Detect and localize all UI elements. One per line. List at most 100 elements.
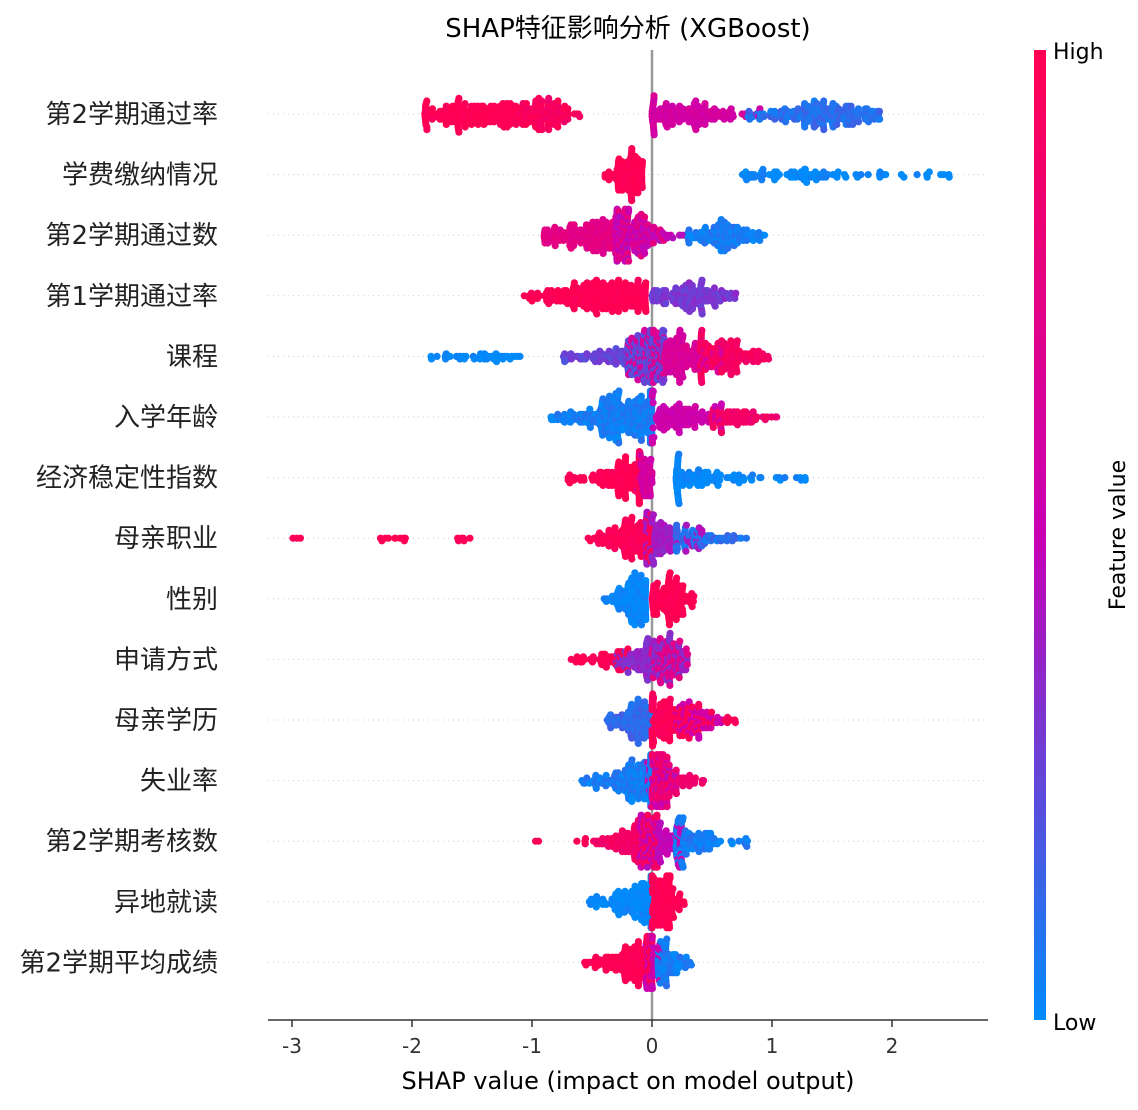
shap-point	[760, 231, 769, 239]
shap-point	[296, 534, 304, 542]
shap-point	[748, 471, 757, 479]
shap-point	[462, 352, 470, 360]
shap-point	[649, 239, 658, 247]
feature-row: 失业率	[140, 751, 988, 811]
shap-point	[685, 226, 693, 234]
shap-point	[642, 616, 650, 624]
shap-point	[698, 326, 706, 334]
shap-point	[641, 249, 649, 257]
feature-label: 性别	[166, 585, 218, 615]
shap-point	[650, 433, 658, 441]
shap-point	[622, 453, 630, 461]
shap-point	[625, 257, 633, 265]
shap-point	[668, 102, 676, 110]
shap-point	[564, 115, 572, 123]
shap-point	[682, 547, 690, 555]
feature-label: 申请方式	[114, 645, 218, 675]
shap-point	[756, 105, 764, 113]
shap-point	[423, 126, 431, 134]
shap-point	[662, 300, 670, 308]
shap-point	[624, 668, 632, 677]
shap-point	[583, 279, 591, 287]
shap-point	[716, 471, 725, 479]
shap-point	[650, 223, 658, 231]
shap-point	[781, 474, 789, 482]
shap-point	[740, 476, 748, 484]
shap-point	[622, 494, 630, 502]
shap-point	[695, 700, 703, 709]
shap-point	[455, 128, 463, 136]
shap-point	[446, 352, 454, 360]
shap-point	[538, 126, 546, 134]
shap-point	[732, 289, 740, 297]
shap-point	[694, 102, 702, 110]
shap-point	[864, 171, 872, 179]
shap-point	[834, 168, 842, 176]
shap-point	[679, 332, 687, 340]
shap-point	[642, 307, 650, 315]
shap-point	[637, 436, 646, 444]
shap-point	[731, 719, 740, 727]
shap-point	[461, 100, 469, 108]
feature-label: 失业率	[140, 767, 218, 797]
shap-point	[642, 279, 650, 287]
shap-point	[466, 534, 474, 542]
shap-point	[773, 413, 781, 421]
shap-point	[847, 102, 855, 110]
shap-point	[669, 234, 677, 242]
shap-point	[876, 115, 884, 123]
shap-point	[638, 184, 646, 192]
shap-point	[801, 165, 809, 173]
feature-row: 第2学期通过数	[45, 205, 988, 265]
shap-point	[690, 592, 698, 600]
shap-point	[742, 534, 751, 542]
shap-point	[649, 560, 658, 568]
shap-point	[535, 292, 544, 300]
shap-point	[650, 92, 658, 100]
shap-point	[675, 500, 683, 508]
shap-point	[648, 468, 656, 476]
shap-point	[675, 429, 683, 437]
shap-point	[820, 97, 828, 105]
shap-point	[648, 479, 656, 487]
shap-point	[628, 555, 636, 563]
shap-point	[945, 173, 953, 181]
shap-point	[660, 327, 668, 335]
shap-point	[675, 674, 683, 682]
shap-point	[649, 424, 657, 432]
shap-point	[673, 526, 681, 535]
shap-point	[756, 236, 764, 244]
shap-point	[724, 244, 732, 252]
shap-point	[433, 352, 441, 360]
shap-point	[628, 145, 636, 153]
shap-point	[641, 213, 649, 221]
shap-point	[649, 694, 658, 703]
shap-point	[423, 97, 431, 105]
shap-point	[913, 171, 921, 179]
shap-point	[461, 123, 469, 131]
shap-point	[551, 242, 559, 250]
shap-point	[634, 307, 642, 315]
shap-point	[642, 577, 650, 585]
shap-point	[701, 100, 709, 108]
feature-row: 母亲学历	[114, 690, 988, 750]
feature-row: 第1学期通过率	[45, 276, 988, 318]
feature-label: 母亲学历	[114, 706, 218, 736]
shap-point	[717, 400, 726, 408]
shap-point	[634, 189, 642, 197]
shap-point	[564, 110, 573, 118]
shap-point	[649, 399, 657, 407]
feature-row: 课程	[166, 326, 988, 386]
shap-point	[592, 276, 601, 284]
shap-point	[634, 739, 642, 748]
shap-point	[733, 337, 741, 345]
shap-point	[925, 168, 933, 176]
shap-point	[599, 249, 607, 257]
feature-label: 第1学期通过率	[45, 282, 218, 312]
shap-point	[707, 708, 716, 716]
chart-title: SHAP特征影响分析 (XGBoost)	[445, 14, 810, 44]
shap-point	[545, 126, 553, 134]
shap-point	[771, 115, 779, 123]
shap-point	[665, 621, 674, 629]
